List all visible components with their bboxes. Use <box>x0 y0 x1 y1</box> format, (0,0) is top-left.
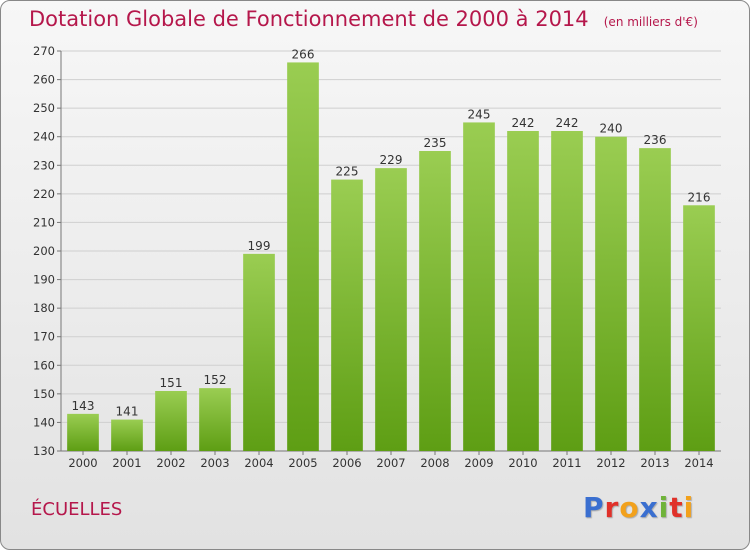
x-tick-label: 2004 <box>244 456 273 470</box>
y-tick-label: 150 <box>33 387 55 401</box>
bar-value-label: 245 <box>468 107 491 121</box>
y-tick-label: 180 <box>33 301 55 315</box>
x-tick-label: 2007 <box>376 456 405 470</box>
y-tick-label: 140 <box>33 415 55 429</box>
bar-value-label: 143 <box>72 399 95 413</box>
proxiti-logo: Proxiti <box>583 491 694 524</box>
x-tick-label: 2010 <box>508 456 537 470</box>
x-tick-label: 2002 <box>156 456 185 470</box>
bar-value-label: 235 <box>424 136 447 150</box>
bar <box>199 388 231 451</box>
y-tick-label: 200 <box>33 244 55 258</box>
logo-letter: t <box>669 491 684 524</box>
bar-value-label: 236 <box>644 133 667 147</box>
bar <box>67 413 99 451</box>
bar-value-label: 199 <box>248 239 271 253</box>
y-tick-label: 160 <box>33 358 55 372</box>
commune-name: ÉCUELLES <box>31 499 123 520</box>
bars <box>67 62 715 452</box>
y-tick-label: 270 <box>33 44 55 58</box>
x-tick-label: 2009 <box>464 456 493 470</box>
bar <box>419 151 451 451</box>
logo-letter: r <box>604 491 620 524</box>
x-tick-label: 2012 <box>596 456 625 470</box>
y-tick-label: 170 <box>33 330 55 344</box>
bar <box>287 62 319 452</box>
bar-value-label: 229 <box>380 153 403 167</box>
logo-letter: x <box>639 491 659 524</box>
bar <box>683 205 715 451</box>
x-tick-label: 2011 <box>552 456 581 470</box>
bar <box>111 419 143 451</box>
y-tick-label: 190 <box>33 273 55 287</box>
y-tick-label: 130 <box>33 444 55 458</box>
logo-letter: o <box>619 491 640 524</box>
bar <box>331 179 363 452</box>
x-tick-label: 2008 <box>420 456 449 470</box>
bar-value-label: 242 <box>512 116 535 130</box>
bar-value-label: 151 <box>160 376 183 390</box>
y-tick-label: 210 <box>33 215 55 229</box>
bar-value-label: 152 <box>204 373 227 387</box>
title-row: Dotation Globale de Fonctionnement de 20… <box>29 7 698 31</box>
bar-value-label: 225 <box>336 165 359 179</box>
bar-value-label: 240 <box>600 122 623 136</box>
bar <box>155 391 187 451</box>
logo-letter: P <box>583 491 605 524</box>
y-tick-label: 260 <box>33 73 55 87</box>
y-tick-label: 230 <box>33 158 55 172</box>
bar <box>463 122 495 451</box>
bar-value-label: 216 <box>688 190 711 204</box>
logo-letter: i <box>658 491 670 524</box>
bar-value-label: 141 <box>116 405 139 419</box>
x-tick-label: 2001 <box>112 456 141 470</box>
x-tick-label: 2003 <box>200 456 229 470</box>
bar <box>507 131 539 451</box>
logo-letter: i <box>683 491 695 524</box>
y-tick-label: 250 <box>33 101 55 115</box>
labels: 130 140 150 160 170 180 190 200 210 220 230 240 250 2… <box>33 44 714 470</box>
bar <box>243 253 275 451</box>
bar <box>639 148 671 451</box>
bar <box>551 131 583 451</box>
chart-title: Dotation Globale de Fonctionnement de 20… <box>29 7 589 31</box>
bar <box>375 168 407 451</box>
y-tick-label: 220 <box>33 187 55 201</box>
bar-value-label: 266 <box>292 47 315 61</box>
x-tick-label: 2014 <box>684 456 713 470</box>
x-tick-label: 2005 <box>288 456 317 470</box>
y-tick-label: 240 <box>33 130 55 144</box>
x-tick-label: 2006 <box>332 456 361 470</box>
x-tick-label: 2013 <box>640 456 669 470</box>
x-tick-label: 2000 <box>68 456 97 470</box>
bar <box>595 136 627 451</box>
unit-label: (en milliers d'€) <box>603 15 698 29</box>
bar-value-label: 242 <box>556 116 579 130</box>
